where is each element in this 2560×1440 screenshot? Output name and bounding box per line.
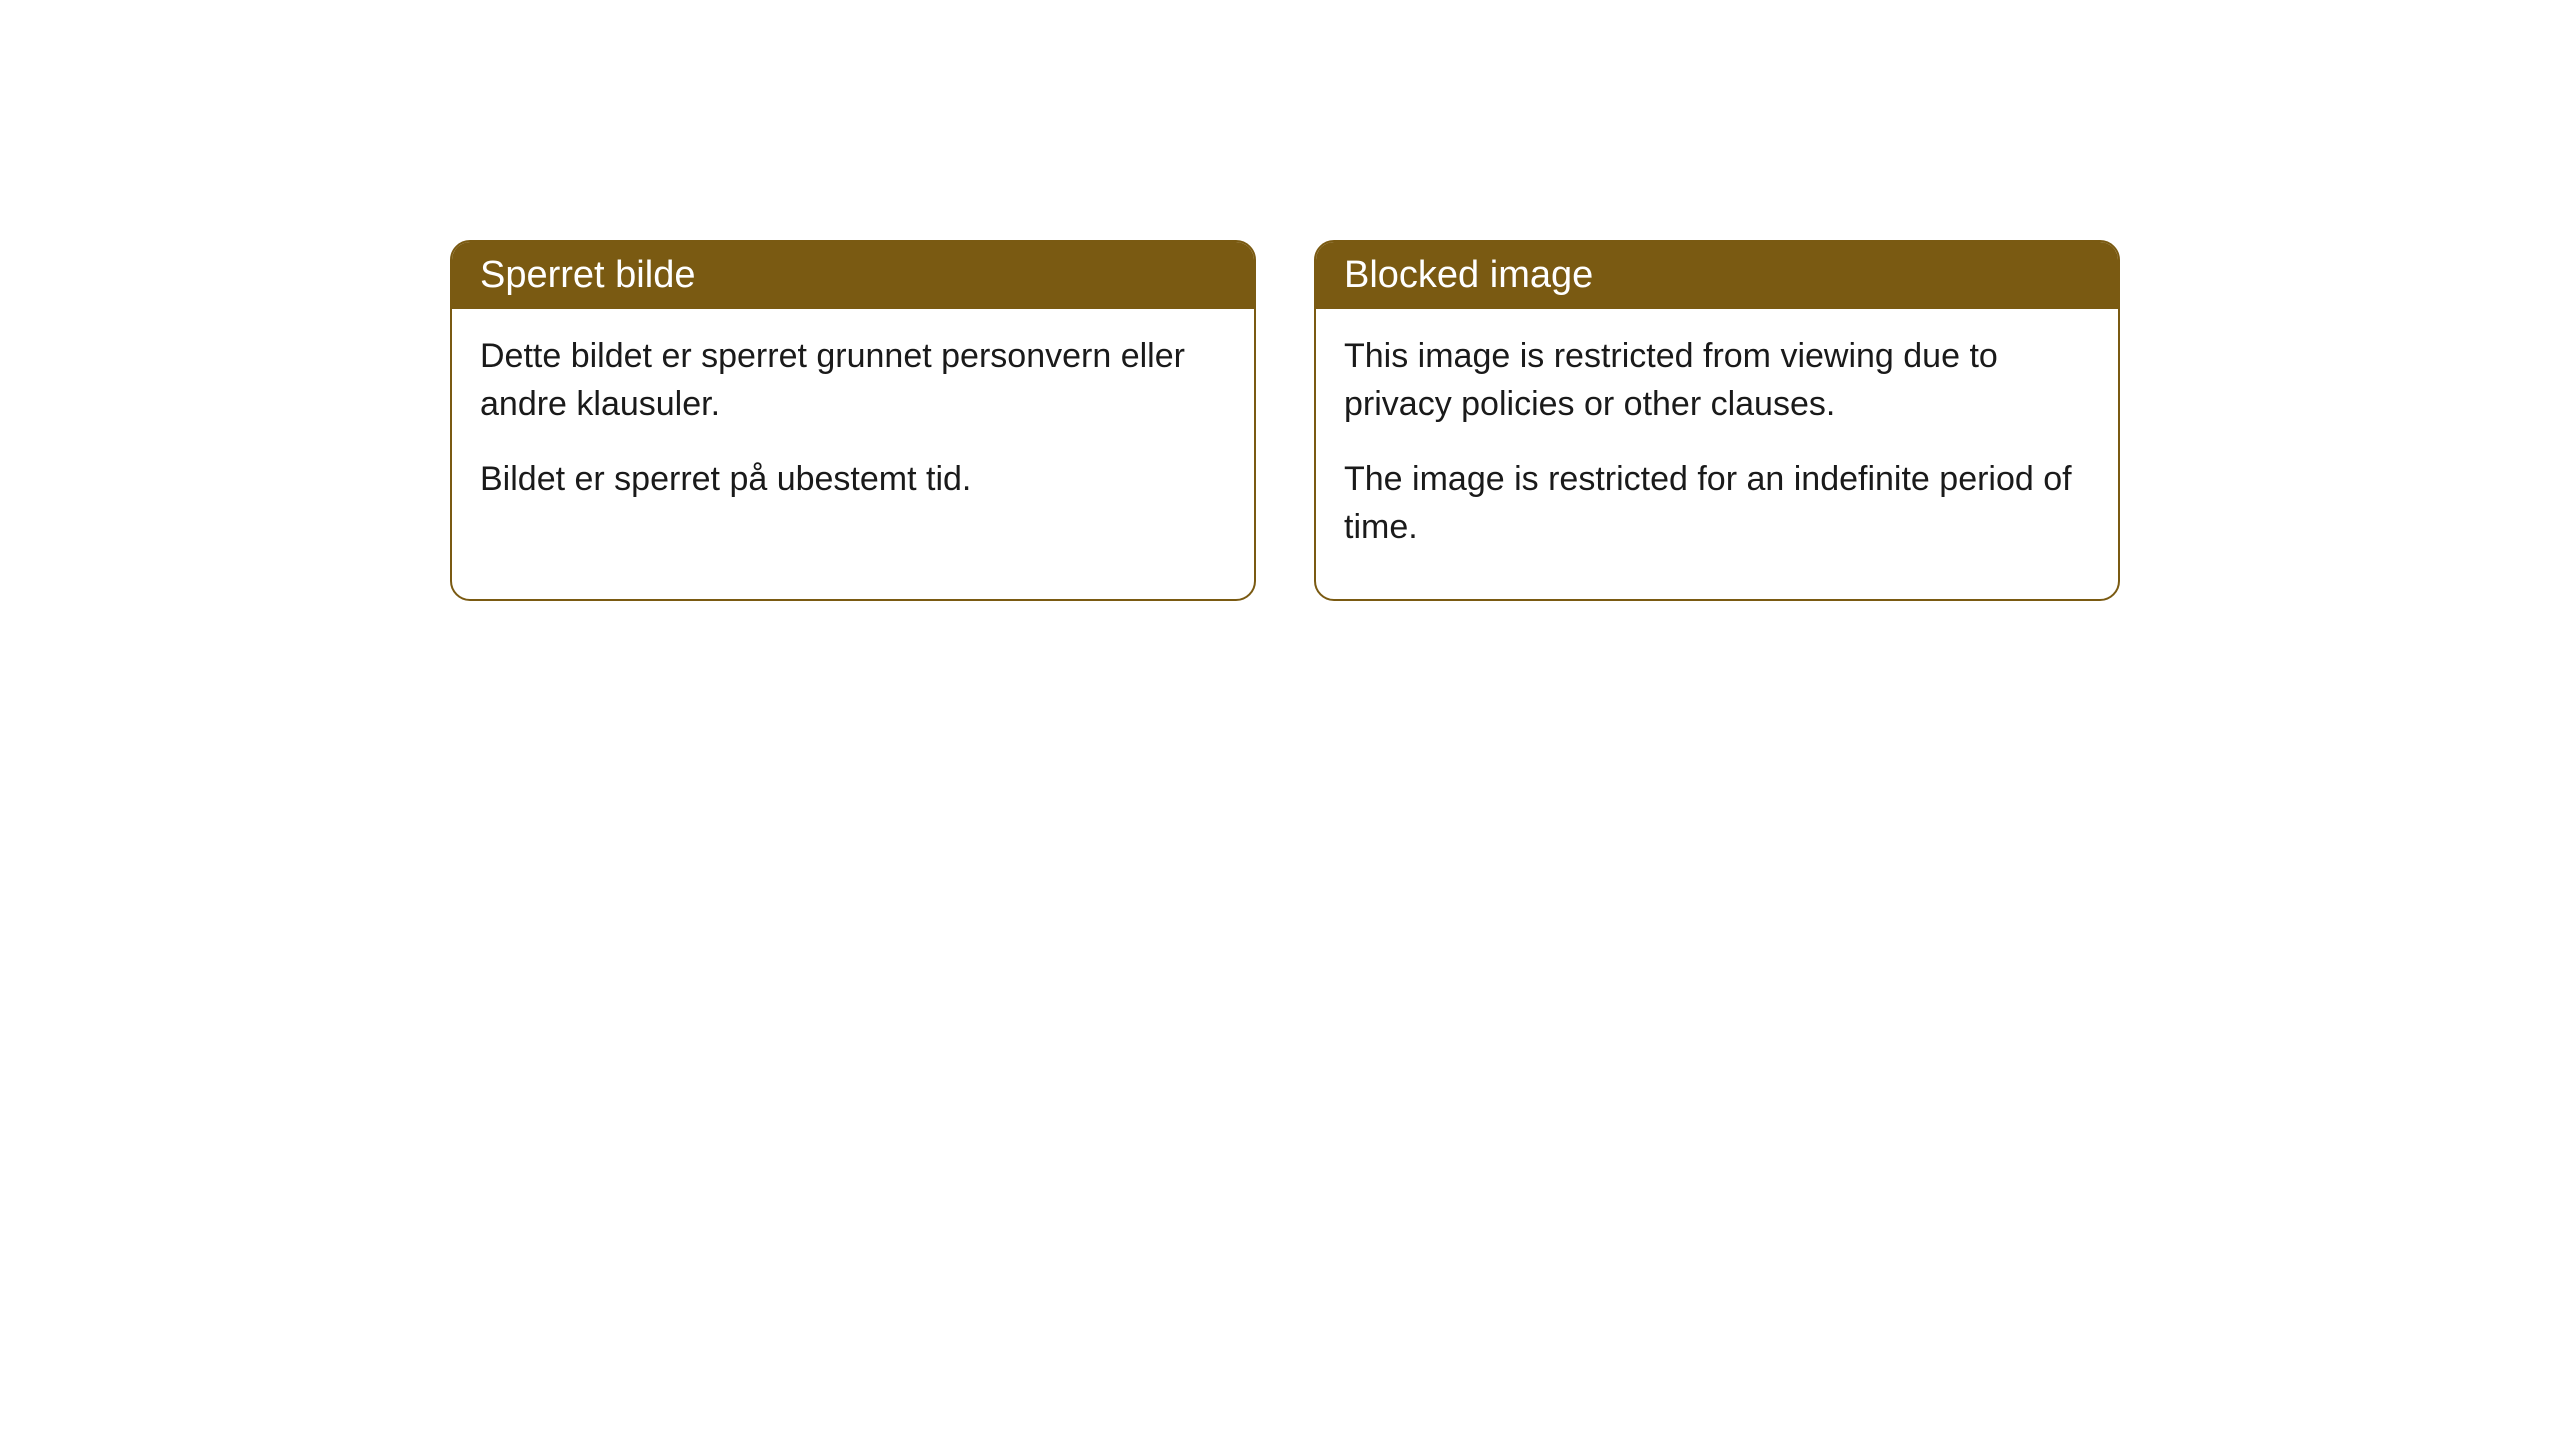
card-title: Blocked image [1344,254,1593,296]
card-title: Sperret bilde [480,254,695,296]
card-paragraph-2: The image is restricted for an indefinit… [1344,456,2090,551]
card-body: This image is restricted from viewing du… [1316,309,2118,599]
card-header: Blocked image [1316,242,2118,309]
blocked-image-card-norwegian: Sperret bilde Dette bildet er sperret gr… [450,240,1256,601]
card-header: Sperret bilde [452,242,1254,309]
card-paragraph-1: This image is restricted from viewing du… [1344,333,2090,428]
card-paragraph-1: Dette bildet er sperret grunnet personve… [480,333,1226,428]
notice-container: Sperret bilde Dette bildet er sperret gr… [0,0,2560,601]
blocked-image-card-english: Blocked image This image is restricted f… [1314,240,2120,601]
card-body: Dette bildet er sperret grunnet personve… [452,309,1254,552]
card-paragraph-2: Bildet er sperret på ubestemt tid. [480,456,1226,504]
